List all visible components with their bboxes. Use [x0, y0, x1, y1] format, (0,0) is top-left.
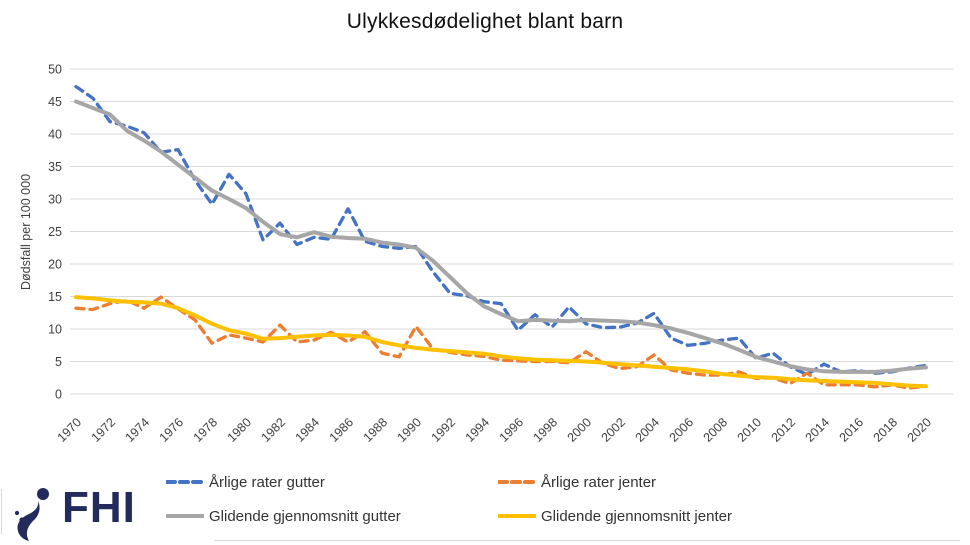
legend-label: Årlige rater gutter [209, 473, 325, 491]
x-tick-label: 2012 [769, 415, 799, 445]
fhi-figure-icon [14, 488, 49, 541]
x-tick-label: 1982 [259, 415, 289, 445]
legend-label: Årlige rater jenter [541, 473, 657, 491]
x-tick-label: 1974 [123, 415, 153, 445]
legend-item-arlige-rater-gutter: Årlige rater gutter [165, 471, 325, 493]
x-tick-label: 2008 [701, 415, 731, 445]
fhi-logo: FHI [8, 484, 136, 542]
x-tick-label: 1996 [497, 415, 527, 445]
line-chart: 0 5 10 15 20 25 30 35 40 45 50 1970 1972 1974 1976 1978… [19, 63, 953, 445]
y-tick-label: 10 [48, 323, 62, 337]
legend-item-glidende-gjennomsnitt-jenter: Glidende gjennomsnitt jenter [497, 505, 732, 527]
x-tick-label: 2018 [871, 415, 901, 445]
x-tick-label: 1978 [191, 415, 221, 445]
y-tick-label: 40 [48, 128, 62, 142]
y-tick-label: 30 [48, 193, 62, 207]
y-axis-title: Dødsfall per 100 000 [19, 174, 33, 290]
y-tick-label: 15 [48, 290, 62, 304]
legend-label: Glidende gjennomsnitt gutter [209, 507, 401, 525]
chart-title: Ulykkesdødelighet blant barn [346, 10, 624, 33]
x-tick-label: 1994 [463, 415, 493, 445]
x-tick-label: 1986 [327, 415, 357, 445]
y-tick-label: 35 [48, 160, 62, 174]
x-tick-label: 1976 [157, 415, 187, 445]
x-tick-label: 1972 [89, 415, 119, 445]
y-tick-label: 25 [48, 225, 62, 239]
x-tick-label: 2016 [837, 415, 867, 445]
y-tick-label: 45 [48, 95, 62, 109]
x-tick-label: 2014 [803, 415, 833, 445]
x-tick-label: 2006 [667, 415, 697, 445]
x-tick-label: 1988 [361, 415, 391, 445]
x-tick-label: 1998 [531, 415, 561, 445]
legend-item-arlige-rater-jenter: Årlige rater jenter [497, 471, 657, 493]
legend-marker-dashed-orange [497, 473, 537, 491]
x-tick-label: 1990 [395, 415, 425, 445]
series-line-2 [74, 99, 928, 374]
x-tick-label: 2004 [633, 415, 663, 445]
x-tick-label: 1970 [55, 415, 85, 445]
series-line-3 [74, 295, 928, 389]
y-tick-label: 20 [48, 258, 62, 272]
y-tick-label: 50 [48, 63, 62, 77]
legend-label: Glidende gjennomsnitt jenter [541, 507, 732, 525]
x-tick-label: 2000 [565, 415, 595, 445]
legend-marker-dashed-blue [165, 473, 205, 491]
legend-marker-solid-yellow [497, 507, 537, 525]
x-tick-label: 2002 [599, 415, 629, 445]
bottom-divider [214, 540, 960, 541]
series-line-1 [74, 295, 928, 390]
left-edge-divider [1, 489, 2, 534]
legend-item-glidende-gjennomsnitt-gutter: Glidende gjennomsnitt gutter [165, 505, 401, 527]
x-tick-label: 1980 [225, 415, 255, 445]
fhi-logo-text: FHI [62, 483, 136, 532]
x-tick-label: 1984 [293, 415, 323, 445]
legend-marker-solid-gray [165, 507, 205, 525]
x-tick-label: 1992 [429, 415, 459, 445]
x-tick-label: 2020 [905, 415, 935, 445]
y-tick-label: 0 [55, 388, 62, 402]
y-tick-label: 5 [55, 355, 62, 369]
x-tick-label: 2010 [735, 415, 765, 445]
